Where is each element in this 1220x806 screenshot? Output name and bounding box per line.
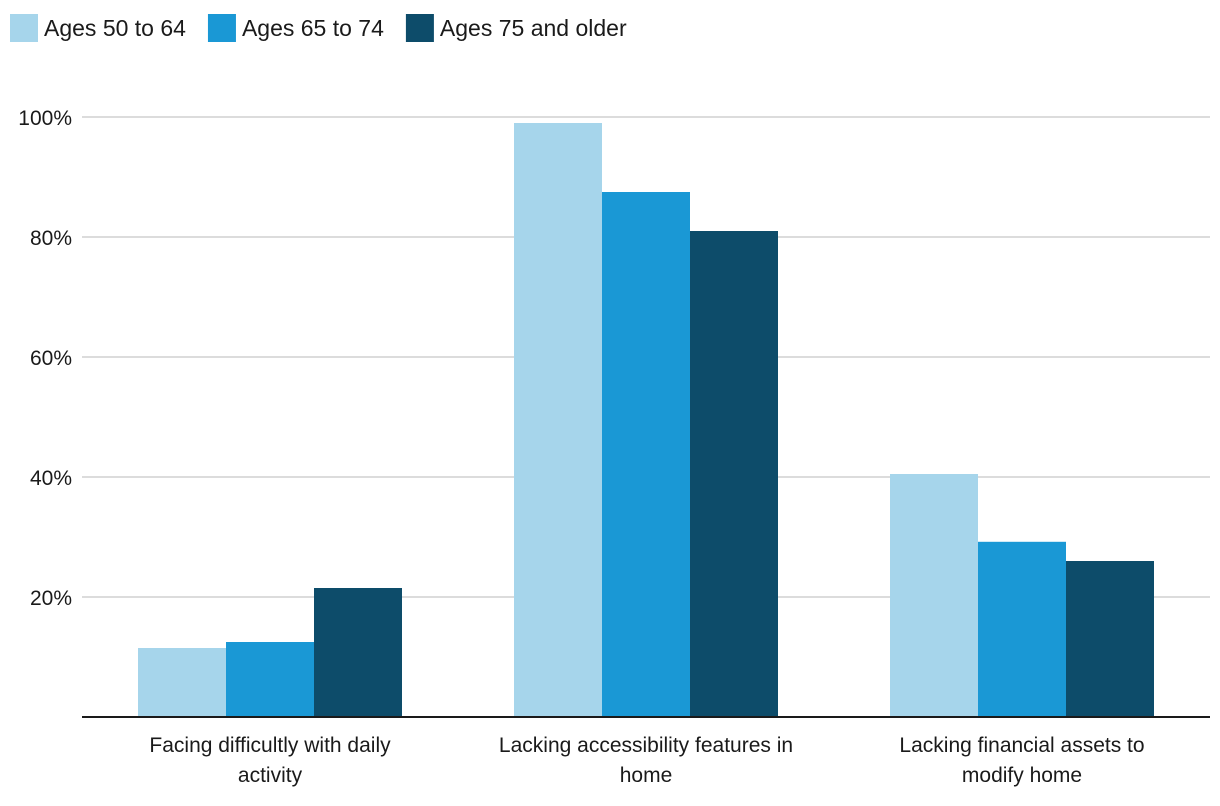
y-tick-label-100: 100% <box>18 107 72 130</box>
legend: Ages 50 to 64 Ages 65 to 74 Ages 75 and ol… <box>10 14 627 42</box>
x-category-label-2: Lacking accessibility features in home <box>499 734 793 787</box>
legend-swatch-3 <box>405 14 434 42</box>
legend-swatch-1 <box>10 14 38 42</box>
x-category-label-line: activity <box>238 764 303 787</box>
y-tick-label-80: 80% <box>30 227 72 250</box>
x-category-label-line: Lacking financial assets to <box>899 734 1144 757</box>
bars <box>138 123 1154 717</box>
y-tick-label-20: 20% <box>30 587 72 610</box>
bar-1-3 <box>314 588 402 717</box>
x-category-label-line: home <box>620 764 673 787</box>
legend-label-2: Ages 65 to 74 <box>242 15 384 41</box>
bar-1-2 <box>226 642 314 717</box>
y-tick-label-40: 40% <box>30 467 72 490</box>
bar-3-3 <box>1066 561 1154 717</box>
x-axis-categories: Facing difficultly with daily activity Lac… <box>149 734 1144 787</box>
bar-2-1 <box>514 123 602 717</box>
x-category-label-line: Facing difficultly with daily <box>149 734 391 757</box>
x-category-label-line: Lacking accessibility features in <box>499 734 793 757</box>
x-category-label-3: Lacking financial assets to modify home <box>899 734 1144 787</box>
bar-2-2 <box>602 192 690 717</box>
legend-label-3: Ages 75 and older <box>440 15 627 41</box>
legend-swatch-2 <box>207 14 236 42</box>
y-axis-ticks: 20% 40% 60% 80% 100% <box>18 107 72 610</box>
x-category-label-line: modify home <box>962 764 1082 787</box>
legend-label-1: Ages 50 to 64 <box>44 15 186 41</box>
bar-2-3 <box>690 231 778 717</box>
bar-3-1 <box>890 474 978 717</box>
x-category-label-1: Facing difficultly with daily activity <box>149 734 391 787</box>
bar-1-1 <box>138 648 226 717</box>
y-tick-label-60: 60% <box>30 347 72 370</box>
bar-3-2 <box>978 541 1066 717</box>
